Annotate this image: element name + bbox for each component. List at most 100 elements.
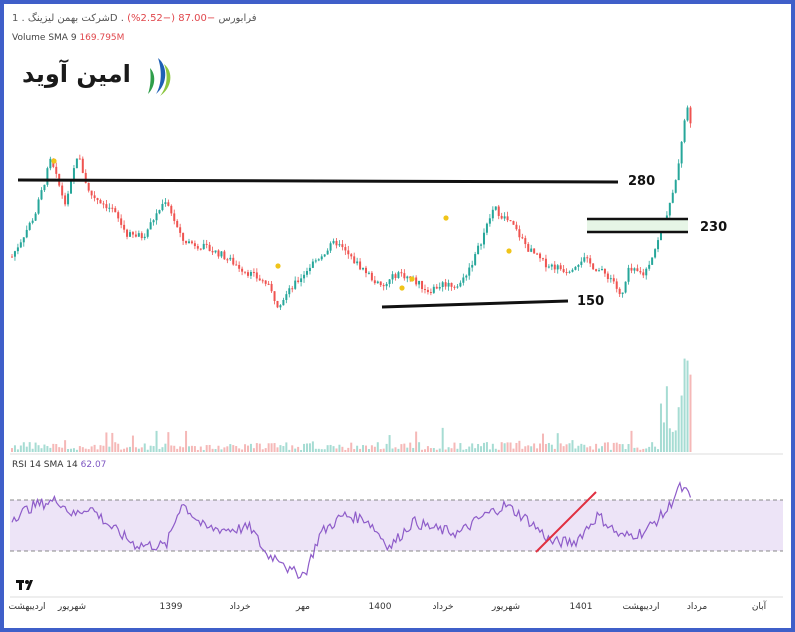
volume-bar: [665, 386, 668, 452]
volume-bar: [415, 431, 418, 452]
candle-body: [211, 251, 214, 253]
candle-body: [592, 263, 595, 270]
candle-body: [415, 277, 418, 285]
candle-body: [261, 280, 264, 282]
volume-bar: [648, 446, 651, 452]
candle-body: [173, 213, 176, 221]
candle-body: [72, 168, 75, 181]
candle-body: [273, 291, 276, 301]
volume-bar: [373, 446, 376, 452]
volume-bar: [211, 448, 214, 452]
volume-bar: [229, 444, 232, 452]
volume-bar: [285, 442, 288, 452]
volume-bar: [438, 448, 441, 452]
marker-dot: [275, 263, 281, 269]
candle-body: [515, 224, 518, 230]
volume-bar: [353, 449, 356, 452]
candle-body: [314, 260, 317, 262]
volume-bar: [67, 448, 70, 452]
volume-bar: [533, 443, 536, 452]
volume-bar: [506, 442, 509, 452]
volume-bar: [55, 444, 58, 452]
candle-body: [137, 233, 140, 237]
candle-body: [536, 253, 539, 255]
volume-bar: [474, 448, 477, 452]
candle-body: [497, 206, 500, 216]
candle-body: [456, 286, 459, 288]
marker-dot: [409, 276, 415, 282]
volume-bar: [468, 446, 471, 452]
volume-bar: [388, 435, 391, 452]
volume-bar: [364, 445, 367, 452]
candle-body: [668, 202, 671, 216]
candle-body: [583, 257, 586, 262]
symbol-header: شرکت بهمن لیزینگ . 1D . فرابورس −87.00 (…: [12, 13, 257, 24]
candle-body: [530, 248, 533, 252]
candle-body: [152, 220, 155, 223]
volume-bar: [674, 430, 677, 452]
candle-body: [90, 190, 93, 196]
candle-body: [406, 276, 409, 279]
volume-bar: [37, 445, 40, 452]
candle-body: [323, 254, 326, 257]
candle-body: [491, 209, 494, 219]
candle-body: [338, 244, 341, 246]
candle-body: [356, 261, 359, 264]
candle-body: [300, 278, 303, 283]
volume-bar: [592, 449, 595, 452]
volume-bar: [214, 449, 217, 452]
volume-bar: [152, 446, 155, 452]
volume-bar: [580, 443, 583, 452]
volume-bar: [305, 443, 308, 452]
candle-body: [615, 281, 618, 289]
candle-body: [96, 198, 99, 201]
volume-bars: [11, 358, 692, 452]
candle-body: [435, 286, 438, 289]
volume-label: Volume SMA 9: [12, 33, 77, 43]
volume-bar: [536, 448, 539, 452]
candle-body: [34, 213, 37, 221]
volume-bar: [25, 446, 28, 452]
volume-bar: [22, 442, 25, 452]
candle-body: [657, 240, 660, 250]
candle-body: [500, 215, 503, 219]
x-tick-label: خرداد: [229, 602, 251, 612]
candle-body: [111, 207, 114, 209]
volume-bar: [494, 448, 497, 452]
volume-bar: [19, 445, 22, 452]
candle-body: [394, 274, 397, 278]
volume-bar: [671, 431, 674, 452]
volume-bar: [126, 447, 129, 452]
candle-body: [128, 232, 131, 237]
volume-bar: [332, 446, 335, 452]
volume-bar: [155, 430, 158, 452]
volume-bar: [524, 446, 527, 452]
volume-bar: [279, 445, 282, 452]
level-150-label: 150: [577, 294, 605, 309]
candle-body: [214, 250, 217, 253]
candle-body: [598, 270, 601, 272]
candle-body: [565, 272, 568, 274]
volume-bar: [326, 445, 329, 452]
candle-body: [506, 216, 509, 221]
volume-bar: [603, 442, 606, 452]
candle-body: [347, 250, 350, 255]
candle-body: [606, 273, 609, 279]
volume-bar: [627, 444, 630, 452]
symbol-line: شرکت بهمن لیزینگ . 1D . فرابورس: [12, 13, 257, 24]
volume-bar: [403, 443, 406, 452]
volume-bar: [356, 445, 359, 452]
volume-bar: [394, 447, 397, 452]
volume-bar: [429, 448, 432, 452]
x-tick-label: 1401: [569, 602, 593, 612]
volume-bar: [544, 443, 547, 452]
candle-body: [618, 288, 621, 295]
volume-bar: [13, 445, 16, 452]
candle-body: [518, 229, 521, 238]
candle-body: [43, 184, 46, 191]
volume-bar: [202, 449, 205, 452]
candle-body: [187, 241, 190, 244]
volume-bar: [462, 449, 465, 452]
candle-body: [167, 202, 170, 206]
